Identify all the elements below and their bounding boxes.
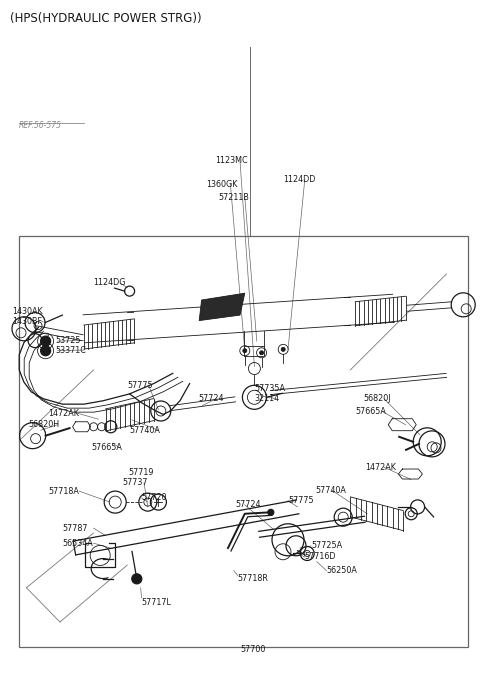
- Text: 1430BF: 1430BF: [12, 317, 42, 327]
- Text: 1124DD: 1124DD: [283, 175, 315, 184]
- Text: 1430AK: 1430AK: [12, 307, 43, 316]
- Text: 57737: 57737: [122, 478, 148, 488]
- Text: (HPS(HYDRAULIC POWER STRG)): (HPS(HYDRAULIC POWER STRG)): [10, 12, 201, 25]
- Circle shape: [41, 336, 50, 346]
- Circle shape: [268, 510, 274, 515]
- Bar: [19, 236, 468, 647]
- Text: 57735A: 57735A: [254, 384, 286, 393]
- Circle shape: [41, 346, 50, 356]
- Text: 57724: 57724: [198, 394, 224, 403]
- Text: 53371C: 53371C: [55, 345, 86, 355]
- Text: 56250A: 56250A: [326, 566, 357, 575]
- Text: 53725: 53725: [55, 336, 81, 345]
- Text: 57775: 57775: [288, 496, 313, 506]
- Circle shape: [243, 349, 247, 353]
- Circle shape: [132, 574, 142, 584]
- Text: 57211B: 57211B: [218, 192, 249, 202]
- Text: 56820J: 56820J: [363, 394, 390, 403]
- Text: 1124DG: 1124DG: [94, 278, 126, 288]
- Text: 57719: 57719: [129, 468, 154, 477]
- Text: REF.56-575: REF.56-575: [19, 121, 62, 130]
- Text: 57718A: 57718A: [48, 486, 79, 496]
- Text: 1472AK: 1472AK: [365, 462, 396, 472]
- Text: 57740A: 57740A: [130, 425, 160, 435]
- Text: 57716D: 57716D: [305, 552, 336, 562]
- Text: 56820H: 56820H: [29, 420, 60, 429]
- Text: 57724: 57724: [235, 500, 261, 510]
- Text: 1360GK: 1360GK: [206, 179, 238, 189]
- Text: 57665A: 57665A: [355, 406, 386, 416]
- Text: 57718R: 57718R: [238, 573, 268, 583]
- Text: 57775: 57775: [127, 381, 153, 390]
- Circle shape: [281, 347, 285, 351]
- Text: 32114: 32114: [254, 394, 279, 403]
- Polygon shape: [199, 293, 245, 321]
- Text: 57700: 57700: [240, 645, 265, 654]
- Text: 57725A: 57725A: [311, 541, 342, 551]
- Text: 1123MC: 1123MC: [215, 156, 248, 166]
- Text: 57740A: 57740A: [316, 486, 347, 495]
- Text: 56534A: 56534A: [62, 538, 93, 548]
- Text: 57720: 57720: [142, 493, 167, 503]
- Text: 57787: 57787: [62, 523, 88, 533]
- Text: 57717L: 57717L: [142, 598, 171, 608]
- Text: 57665A: 57665A: [91, 443, 122, 453]
- Circle shape: [260, 351, 264, 355]
- Text: 1472AK: 1472AK: [48, 408, 79, 418]
